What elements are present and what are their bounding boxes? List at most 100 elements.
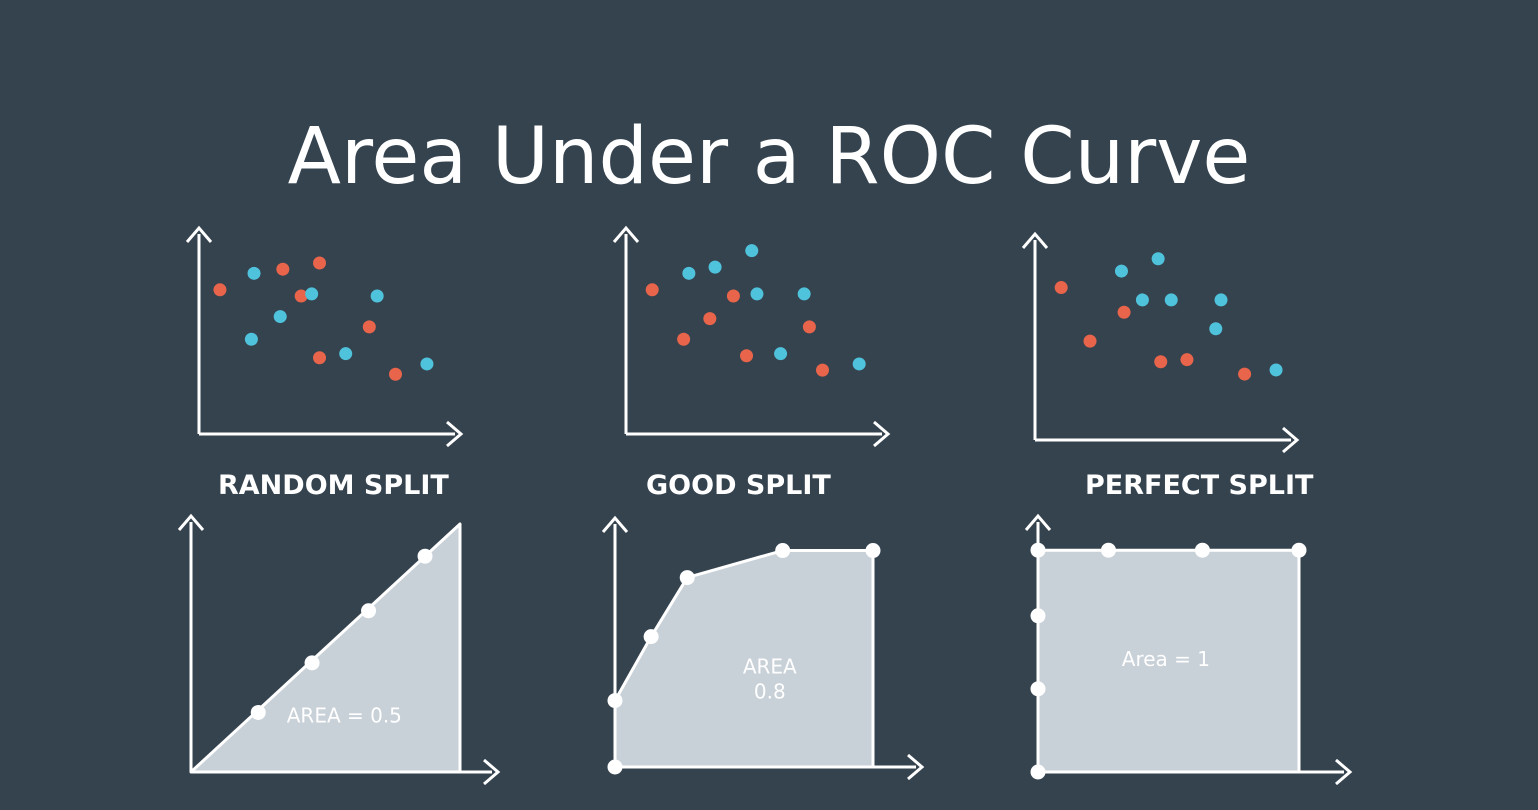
blue-point [774, 347, 788, 361]
random-split-label: RANDOM SPLIT [218, 470, 449, 501]
x-arrow-head [907, 753, 925, 781]
scatter-plots [185, 225, 1300, 454]
area-label-line: 0.8 [754, 680, 786, 704]
y-arrow-head [612, 225, 640, 243]
y-arrow-head [601, 515, 629, 533]
red-point [1180, 353, 1194, 367]
roc-panel-1: AREA 0.8 [601, 515, 925, 781]
area-under-curve [613, 549, 875, 769]
blue-point [745, 244, 759, 258]
roc-points [607, 543, 881, 775]
blue-point [305, 287, 319, 301]
red-point [389, 367, 402, 381]
roc-axes [601, 515, 925, 781]
y-arrow-head [1021, 231, 1049, 249]
roc-panel-0: AREA = 0.5 [177, 513, 501, 786]
red-point [703, 312, 717, 326]
blue-point [797, 287, 811, 301]
red-point [802, 320, 816, 334]
roc-point [1030, 608, 1046, 624]
scatter-panel-0 [185, 225, 464, 448]
red-point [816, 363, 829, 377]
blue-point [750, 287, 764, 301]
blue-point [1164, 293, 1178, 307]
blue-point [1114, 264, 1128, 278]
scatter-points [1054, 252, 1283, 381]
slide-title: Area Under a ROC Curve [287, 112, 1251, 202]
scatter-points [213, 256, 434, 381]
roc-point [643, 629, 659, 645]
scatter-panel-1 [612, 225, 891, 448]
blue-point [370, 289, 384, 303]
roc-panel-2: Area = 1 [1024, 513, 1353, 786]
red-point [740, 349, 754, 363]
blue-point [852, 357, 866, 371]
area-label-line: AREA = 0.5 [287, 703, 402, 727]
roc-axes [177, 513, 501, 786]
roc-point [1030, 681, 1046, 697]
roc-points [250, 548, 433, 720]
y-arrow-head [177, 513, 205, 531]
roc-point [1194, 542, 1210, 558]
roc-point [1100, 542, 1116, 558]
roc-point [1030, 542, 1046, 558]
blue-point [682, 266, 696, 280]
scatter-axes [1021, 231, 1300, 454]
x-arrow-head [873, 420, 891, 448]
scatter-axes [612, 225, 891, 448]
blue-point [244, 332, 258, 346]
roc-point [417, 548, 433, 564]
roc-point [607, 693, 623, 709]
blue-point [339, 347, 353, 361]
blue-point [708, 260, 722, 274]
roc-point [1291, 542, 1307, 558]
red-point [294, 289, 308, 303]
blue-point [273, 310, 287, 324]
red-point [362, 320, 376, 334]
roc-point [250, 704, 266, 720]
x-arrow-head [483, 758, 501, 786]
roc-points [1030, 542, 1307, 780]
scatter-axes [185, 225, 464, 448]
blue-point [247, 266, 261, 280]
area-label-line: AREA [743, 655, 797, 679]
x-arrow-head [1335, 758, 1353, 786]
roc-point [1030, 764, 1046, 780]
scatter-points [645, 244, 866, 377]
red-point [213, 283, 227, 297]
red-point [677, 332, 691, 346]
roc-point [607, 759, 623, 775]
roc-axes [1024, 513, 1353, 786]
red-point [1117, 305, 1131, 319]
x-arrow-head [1282, 426, 1300, 454]
y-arrow-head [1024, 513, 1052, 531]
y-arrow-head [185, 225, 213, 243]
red-point [276, 262, 290, 276]
area-label: Area = 1 [1122, 647, 1210, 671]
scatter-panel-2 [1021, 231, 1300, 454]
good-split-label: GOOD SPLIT [646, 470, 831, 501]
roc-point [361, 603, 377, 619]
red-point [313, 256, 327, 270]
roc-point [865, 543, 881, 559]
roc-point [304, 655, 320, 671]
red-point [1154, 355, 1168, 369]
blue-point [1214, 293, 1228, 307]
area-label: AREA 0.8 [743, 655, 797, 704]
red-point [726, 289, 740, 303]
red-point [313, 351, 327, 365]
red-point [1083, 334, 1097, 348]
x-arrow-head [446, 420, 464, 448]
blue-point [1135, 293, 1149, 307]
roc-plots: AREA = 0.5 AREA 0.8 Area = 1 [177, 513, 1353, 786]
blue-point [420, 357, 434, 371]
blue-point [1151, 252, 1165, 266]
red-point [645, 283, 659, 297]
blue-point [1209, 322, 1223, 336]
blue-point [1269, 363, 1283, 377]
red-point [1238, 367, 1252, 381]
area-label: AREA = 0.5 [287, 703, 402, 727]
roc-point [679, 570, 695, 586]
